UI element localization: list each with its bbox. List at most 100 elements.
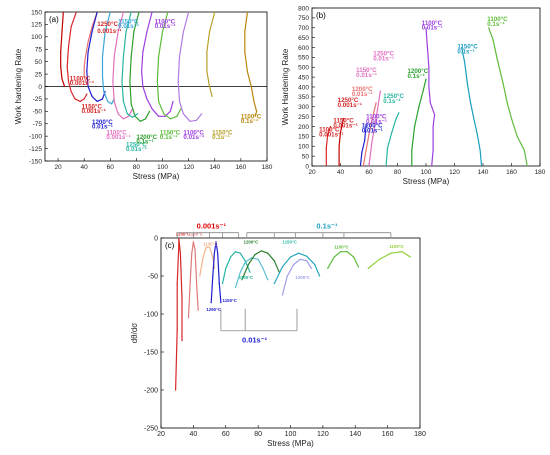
data-point [244,51,246,53]
data-point [146,98,148,100]
series-line [461,47,483,166]
x-tick-label: 40 [189,431,197,438]
curve-annotation: 1100°C [319,126,340,133]
data-point [107,100,109,102]
data-point [254,254,256,256]
data-point [178,245,180,247]
data-point [298,252,300,254]
data-point [220,302,222,304]
data-point [469,100,471,102]
data-point [215,241,217,243]
data-point [111,103,113,105]
data-point [197,309,199,311]
data-point [314,264,316,266]
data-point [365,123,367,126]
data-point [130,12,132,13]
data-point [293,264,295,266]
data-point [333,256,335,258]
data-point [214,12,216,13]
data-point [429,102,431,104]
series-line [66,12,88,102]
y-tick-label: 500 [298,65,309,72]
data-point [128,115,130,117]
y-tick-label: 75 [35,47,43,54]
data-point [176,115,178,117]
data-point [411,149,413,151]
data-point [516,135,518,137]
data-point [401,251,403,253]
data-point [148,110,151,112]
curve-annotation: 0.001s⁻¹ [70,80,94,87]
data-point [492,39,494,41]
curve-annotation: 1100°C [389,244,404,249]
data-point [163,113,165,115]
data-point [247,264,249,266]
data-point [375,102,377,104]
data-point [117,31,119,33]
curve-annotation: 1200°C [362,122,383,129]
data-point [158,100,160,102]
data-point [425,78,427,80]
curve-annotation: 1250°C [373,50,394,57]
curve-annotation: 0.001s⁻¹ [97,28,121,35]
curve-annotation: 1200°C [92,119,113,126]
curve-annotation: 1150°C [212,130,233,137]
series-line [206,12,216,97]
data-point [180,108,182,110]
panel-label: (c) [165,241,175,250]
data-point [346,251,348,253]
curve-annotation: 1250°C [176,232,192,237]
data-point [169,118,171,120]
data-point [141,71,143,73]
curve-annotation: 0.001s⁻¹ [106,134,130,141]
series-line [338,118,344,166]
data-point [422,90,424,92]
data-point [60,66,62,68]
curve-annotation: 1250°C [338,97,359,104]
y-tick-label: 100 [31,34,42,41]
data-point [428,86,430,88]
curve-annotation: 1100°C [106,130,127,137]
x-tick-label: 80 [133,164,141,171]
data-point [434,114,436,116]
data-point [208,85,211,88]
curve-annotation: 1200°C [407,68,428,75]
curve-annotation: 0.01s⁻¹ [356,72,377,79]
data-point [306,255,308,257]
curve-annotation: 1100°C [203,242,218,247]
curve-annotation: 0.1s⁻¹ [457,48,474,55]
data-point [151,12,153,13]
curve-annotation: 1200°C [295,275,311,280]
data-point [79,100,81,102]
series-line [281,258,313,296]
y-tick-label: 100 [298,144,309,151]
data-point [234,251,237,253]
data-point [244,31,246,33]
data-point [86,93,88,95]
data-point [432,125,434,128]
curve-annotation: 0.1s⁻¹ [407,73,424,80]
data-point [164,115,166,117]
data-point [62,12,64,13]
curve-annotation: 1100°C [239,275,254,280]
data-point [362,165,364,166]
data-point [137,113,139,115]
data-point [364,139,366,141]
curve-annotation: 1150°C [282,239,297,244]
y-tick-label: -25 [33,96,43,103]
y-tick-label: 700 [298,25,309,32]
curve-annotation: 0.1s⁻¹ [241,118,258,125]
y-tick-label: 650 [298,35,309,42]
data-point [327,267,329,269]
data-point [121,80,123,83]
data-point [211,95,213,97]
y-tick-label: 250 [298,114,309,121]
data-point [289,256,292,258]
curve-annotation: 0.01s⁻¹ [373,55,394,62]
data-point [182,113,184,115]
data-point [205,246,207,248]
data-point [217,252,219,254]
data-point [83,66,85,68]
data-point [523,149,525,151]
curve-annotation: 1200°C [136,134,157,141]
